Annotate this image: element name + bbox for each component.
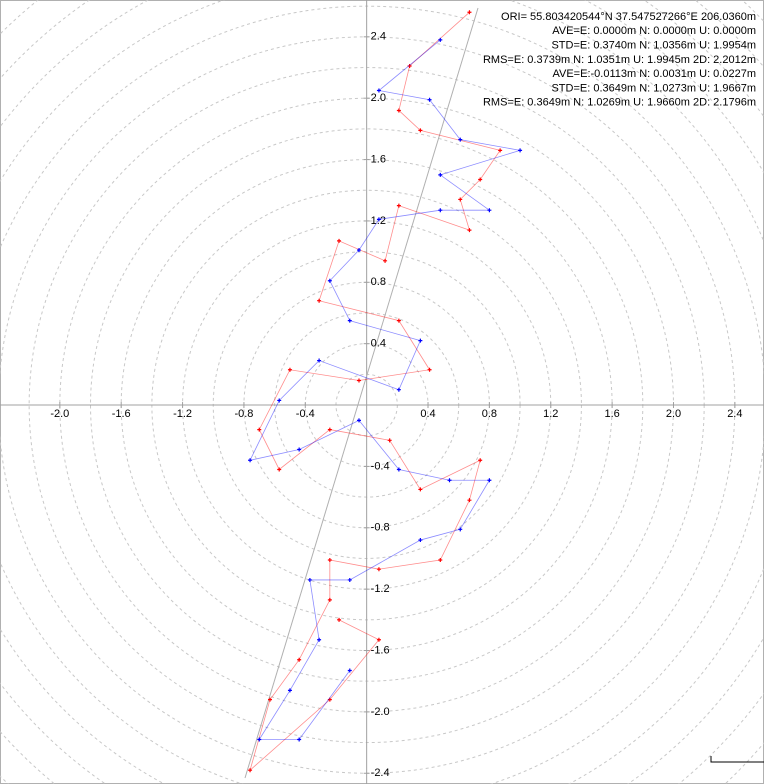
y-tick-label: 2.4 xyxy=(371,31,386,43)
point xyxy=(307,577,312,582)
point xyxy=(376,567,381,572)
x-tick-label: 2.4 xyxy=(727,408,742,420)
x-tick-label: 1.6 xyxy=(604,408,619,420)
y-tick-label: 0.4 xyxy=(371,338,386,350)
point xyxy=(376,217,381,222)
x-tick-label: -2.0 xyxy=(50,408,69,420)
point xyxy=(327,597,332,602)
point xyxy=(438,558,443,562)
stats-line: AVE=E: 0.0000m N: 0.0000m U: 0.0000m xyxy=(552,25,756,37)
x-tick-label: 0.4 xyxy=(420,408,435,420)
x-tick-label: 1.2 xyxy=(543,408,558,420)
point xyxy=(518,148,523,153)
point xyxy=(498,148,503,153)
point xyxy=(277,398,282,403)
y-tick-label: -0.4 xyxy=(371,460,390,472)
point xyxy=(396,387,401,392)
point xyxy=(297,447,302,452)
point xyxy=(297,657,302,662)
trend-line xyxy=(244,7,479,779)
point xyxy=(317,358,322,363)
point xyxy=(438,37,443,42)
point xyxy=(458,137,463,142)
stats-line: RMS=E: 0.3739m N: 1.0351m U: 1.9945m 2D:… xyxy=(483,54,756,66)
point xyxy=(418,338,423,343)
point xyxy=(317,637,322,642)
point xyxy=(467,228,472,233)
point xyxy=(418,538,423,543)
y-tick-label: 2.0 xyxy=(371,92,386,104)
point xyxy=(327,278,332,283)
x-tick-label: 2.0 xyxy=(666,408,681,420)
point xyxy=(347,577,352,582)
point xyxy=(257,427,262,432)
point xyxy=(447,478,452,483)
point xyxy=(347,668,352,673)
point xyxy=(277,467,282,472)
point xyxy=(327,427,332,432)
point xyxy=(387,438,392,443)
stats-line: ORI= 55.803420544°N 37.547527266°E 206.0… xyxy=(501,11,756,23)
point xyxy=(257,737,262,742)
scale-bar xyxy=(710,756,764,763)
point xyxy=(383,258,388,263)
point xyxy=(327,697,332,702)
point xyxy=(356,248,361,253)
point xyxy=(438,172,443,177)
point xyxy=(487,208,492,213)
y-tick-label: 1.2 xyxy=(371,215,386,227)
x-tick-label: -0.8 xyxy=(234,408,253,420)
x-tick-label: -1.6 xyxy=(112,408,131,420)
point xyxy=(248,458,253,463)
point xyxy=(407,63,412,68)
point xyxy=(418,487,423,492)
point xyxy=(427,367,432,372)
x-tick-label: 0.8 xyxy=(482,408,497,420)
point xyxy=(356,418,361,423)
y-tick-label: -1.2 xyxy=(371,583,390,595)
point xyxy=(268,697,273,702)
point xyxy=(376,637,381,642)
point xyxy=(396,203,401,208)
point xyxy=(396,467,401,472)
point xyxy=(458,197,463,202)
point xyxy=(458,527,463,532)
y-tick-label: -2.0 xyxy=(371,706,390,718)
point xyxy=(427,97,432,102)
point xyxy=(478,177,483,182)
point xyxy=(347,318,352,323)
stats-line: STD=E: 0.3649m N: 1.0273m U: 1.9667m xyxy=(551,82,756,94)
stats-line: RMS=E: 0.3649m N: 1.0269m U: 1.9660m 2D:… xyxy=(483,97,756,109)
point xyxy=(396,318,401,323)
point xyxy=(337,617,342,622)
point xyxy=(317,298,322,303)
point xyxy=(327,558,332,562)
point xyxy=(396,108,401,113)
point xyxy=(287,688,292,693)
point xyxy=(478,458,483,463)
point xyxy=(287,367,292,372)
point xyxy=(376,88,381,93)
stats-line: AVE=E:-0.0113m N: 0.0031m U: 0.0227m xyxy=(552,68,756,80)
stats-line: STD=E: 0.3740m N: 1.0356m U: 1.9954m xyxy=(551,40,756,52)
point xyxy=(418,128,423,133)
y-tick-label: 1.6 xyxy=(371,153,386,165)
y-tick-label: -2.4 xyxy=(371,767,390,779)
x-tick-label: -0.4 xyxy=(296,408,315,420)
y-tick-label: 0.8 xyxy=(371,276,386,288)
point xyxy=(467,498,472,503)
point xyxy=(356,378,361,383)
point xyxy=(467,10,472,15)
y-tick-label: -1.6 xyxy=(371,644,390,656)
y-tick-label: -0.8 xyxy=(371,522,390,534)
point xyxy=(248,768,253,773)
x-tick-label: -1.2 xyxy=(173,408,192,420)
point xyxy=(297,737,302,742)
point xyxy=(438,208,443,213)
point xyxy=(487,478,492,483)
point xyxy=(337,238,342,243)
